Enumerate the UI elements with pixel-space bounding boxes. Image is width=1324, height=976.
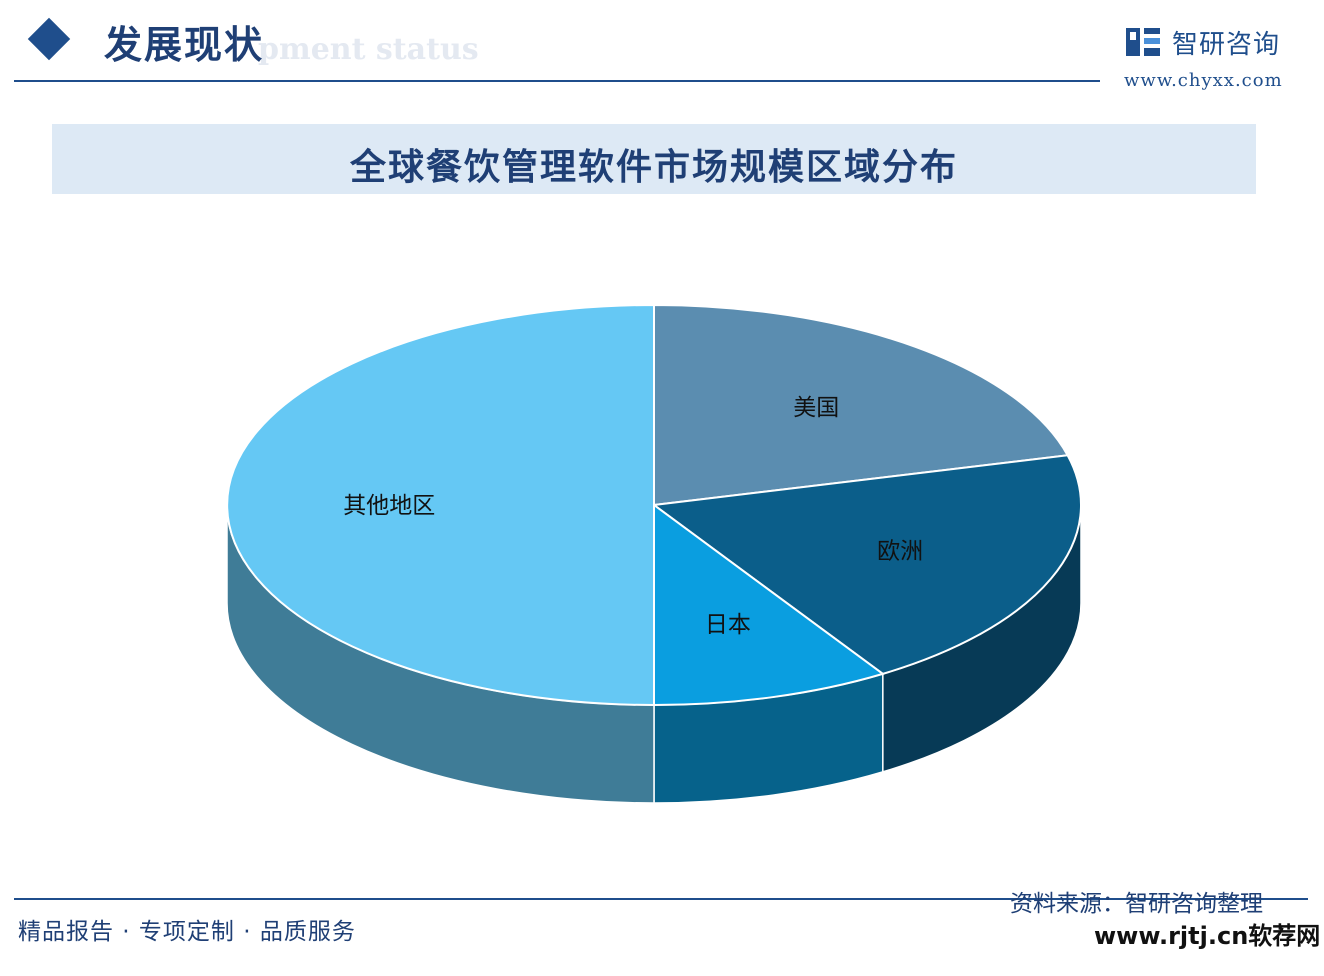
pie-slice-2	[653, 503, 886, 707]
chart-title-band: 全球餐饮管理软件市场规模区域分布	[52, 124, 1256, 194]
footer-tagline: 精品报告 · 专项定制 · 品质服务	[18, 919, 356, 945]
brand-logo-icon	[1126, 28, 1160, 56]
pie-slice-1	[651, 454, 1082, 675]
section-title: 发展现状	[104, 23, 265, 67]
pie-label-1: 欧洲	[877, 539, 923, 565]
brand-url: www.chyxx.com	[1124, 70, 1283, 91]
pie-label-3: 其他地区	[343, 493, 435, 519]
section-subtitle: pment status	[258, 32, 479, 67]
chart-title: 全球餐饮管理软件市场规模区域分布	[349, 146, 958, 188]
pie-label-2: 日本	[705, 612, 751, 638]
pie-slice-3	[226, 303, 655, 707]
pie-slice-0	[653, 303, 1070, 507]
header-divider	[14, 80, 1100, 82]
header: pment status 发展现状 智研咨询 www.chyxx.com	[0, 0, 1324, 100]
site-watermark: www.rjtj.cn软荐网	[1086, 914, 1324, 953]
brand-name: 智研咨询	[1172, 30, 1281, 60]
footer-divider	[14, 898, 1308, 900]
pie-label-0: 美国	[793, 395, 839, 421]
source-note: 资料来源：智研咨询整理	[1010, 891, 1263, 917]
